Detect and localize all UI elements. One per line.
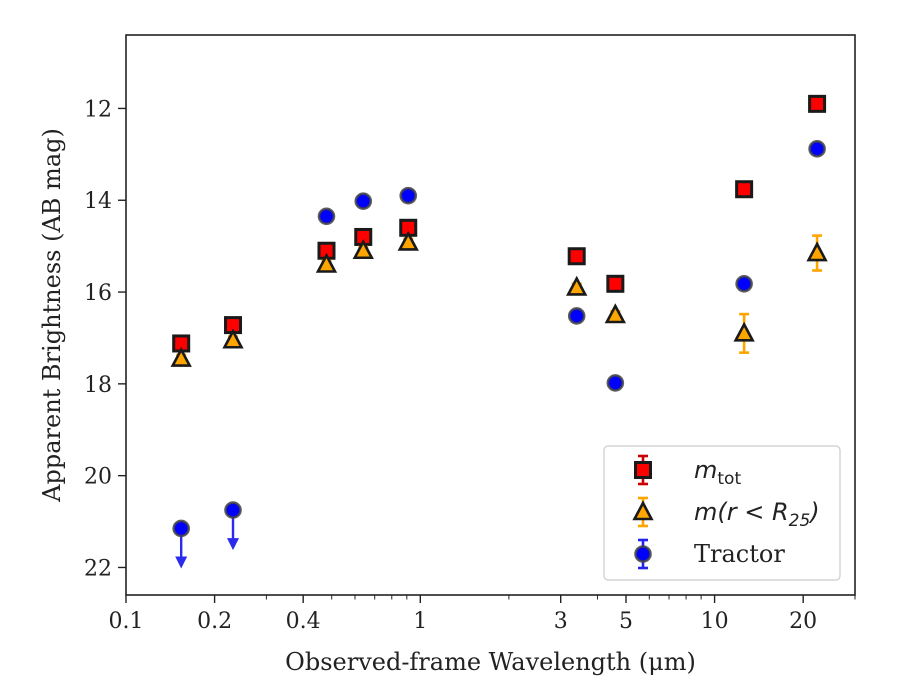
legend-box [603, 445, 841, 581]
data-point-circle [172, 519, 190, 538]
data-point-square [606, 274, 625, 293]
series-m-r-r25 [170, 230, 828, 367]
data-point-triangle [397, 230, 419, 251]
x-tick-label: 5 [619, 609, 633, 634]
legend-marker-circle [634, 545, 652, 563]
data-point-triangle [170, 346, 192, 367]
x-tick-label: 0.2 [197, 609, 232, 634]
data-point-circle [354, 192, 373, 210]
legend-marker-square [634, 461, 652, 479]
series-tractor [172, 140, 826, 569]
y-axis-label: Apparent Brightness (AB mag) [38, 128, 66, 503]
data-point-triangle [222, 328, 244, 349]
data-point-triangle [315, 252, 338, 273]
data-point-triangle [566, 275, 588, 296]
legend-label-tractor: Tractor [694, 540, 785, 568]
y-tick-label: 16 [84, 281, 112, 306]
plot-frame [125, 34, 856, 596]
legend-label-m-r-r25: m(r < R25) [694, 498, 820, 531]
y-tick-label: 22 [84, 556, 112, 581]
data-point-circle [567, 307, 586, 325]
upper-limit-arrowhead [227, 538, 240, 551]
ticks-layer: 0.1 0.2 0.4 1 3 5 10 20 12 14 16 18 20 22 [84, 97, 856, 634]
data-point-circle [606, 374, 625, 392]
legend: mtot m(r < R25) Tractor [603, 445, 841, 581]
x-tick-label: 0.1 [109, 609, 144, 634]
data-point-circle [224, 501, 242, 519]
x-axis-label: Observed-frame Wavelength (μm) [285, 648, 696, 676]
legend-entry-m-r-r25: m(r < R25) [632, 496, 820, 531]
data-point-triangle [352, 238, 374, 260]
legend-entry-tractor: Tractor [634, 538, 785, 570]
data-point-square [567, 247, 586, 266]
y-tick-label: 18 [84, 373, 112, 398]
data-point-circle [317, 207, 336, 226]
upper-limit-arrowhead [175, 556, 188, 569]
x-tick-label: 0.4 [286, 609, 321, 634]
series-mtot [172, 94, 827, 353]
data-point-square [735, 180, 754, 199]
x-tick-label: 10 [701, 609, 729, 634]
x-tick-label: 1 [413, 609, 427, 634]
points-layer [170, 94, 828, 569]
y-tick-label: 14 [84, 189, 112, 214]
data-point-circle [735, 274, 753, 293]
x-tick-label: 20 [789, 609, 817, 634]
data-point-circle [808, 140, 826, 158]
legend-entry-mtot: mtot [634, 454, 741, 489]
legend-label-mtot: mtot [694, 456, 741, 489]
data-point-triangle [806, 241, 828, 262]
y-tick-label: 20 [84, 465, 112, 490]
legend-marker-triangle [632, 500, 654, 521]
data-point-square [808, 94, 827, 113]
data-point-triangle [604, 303, 627, 324]
x-tick-label: 3 [554, 609, 568, 634]
y-tick-label: 12 [84, 97, 112, 122]
data-point-triangle [733, 321, 755, 342]
data-point-circle [399, 186, 418, 205]
